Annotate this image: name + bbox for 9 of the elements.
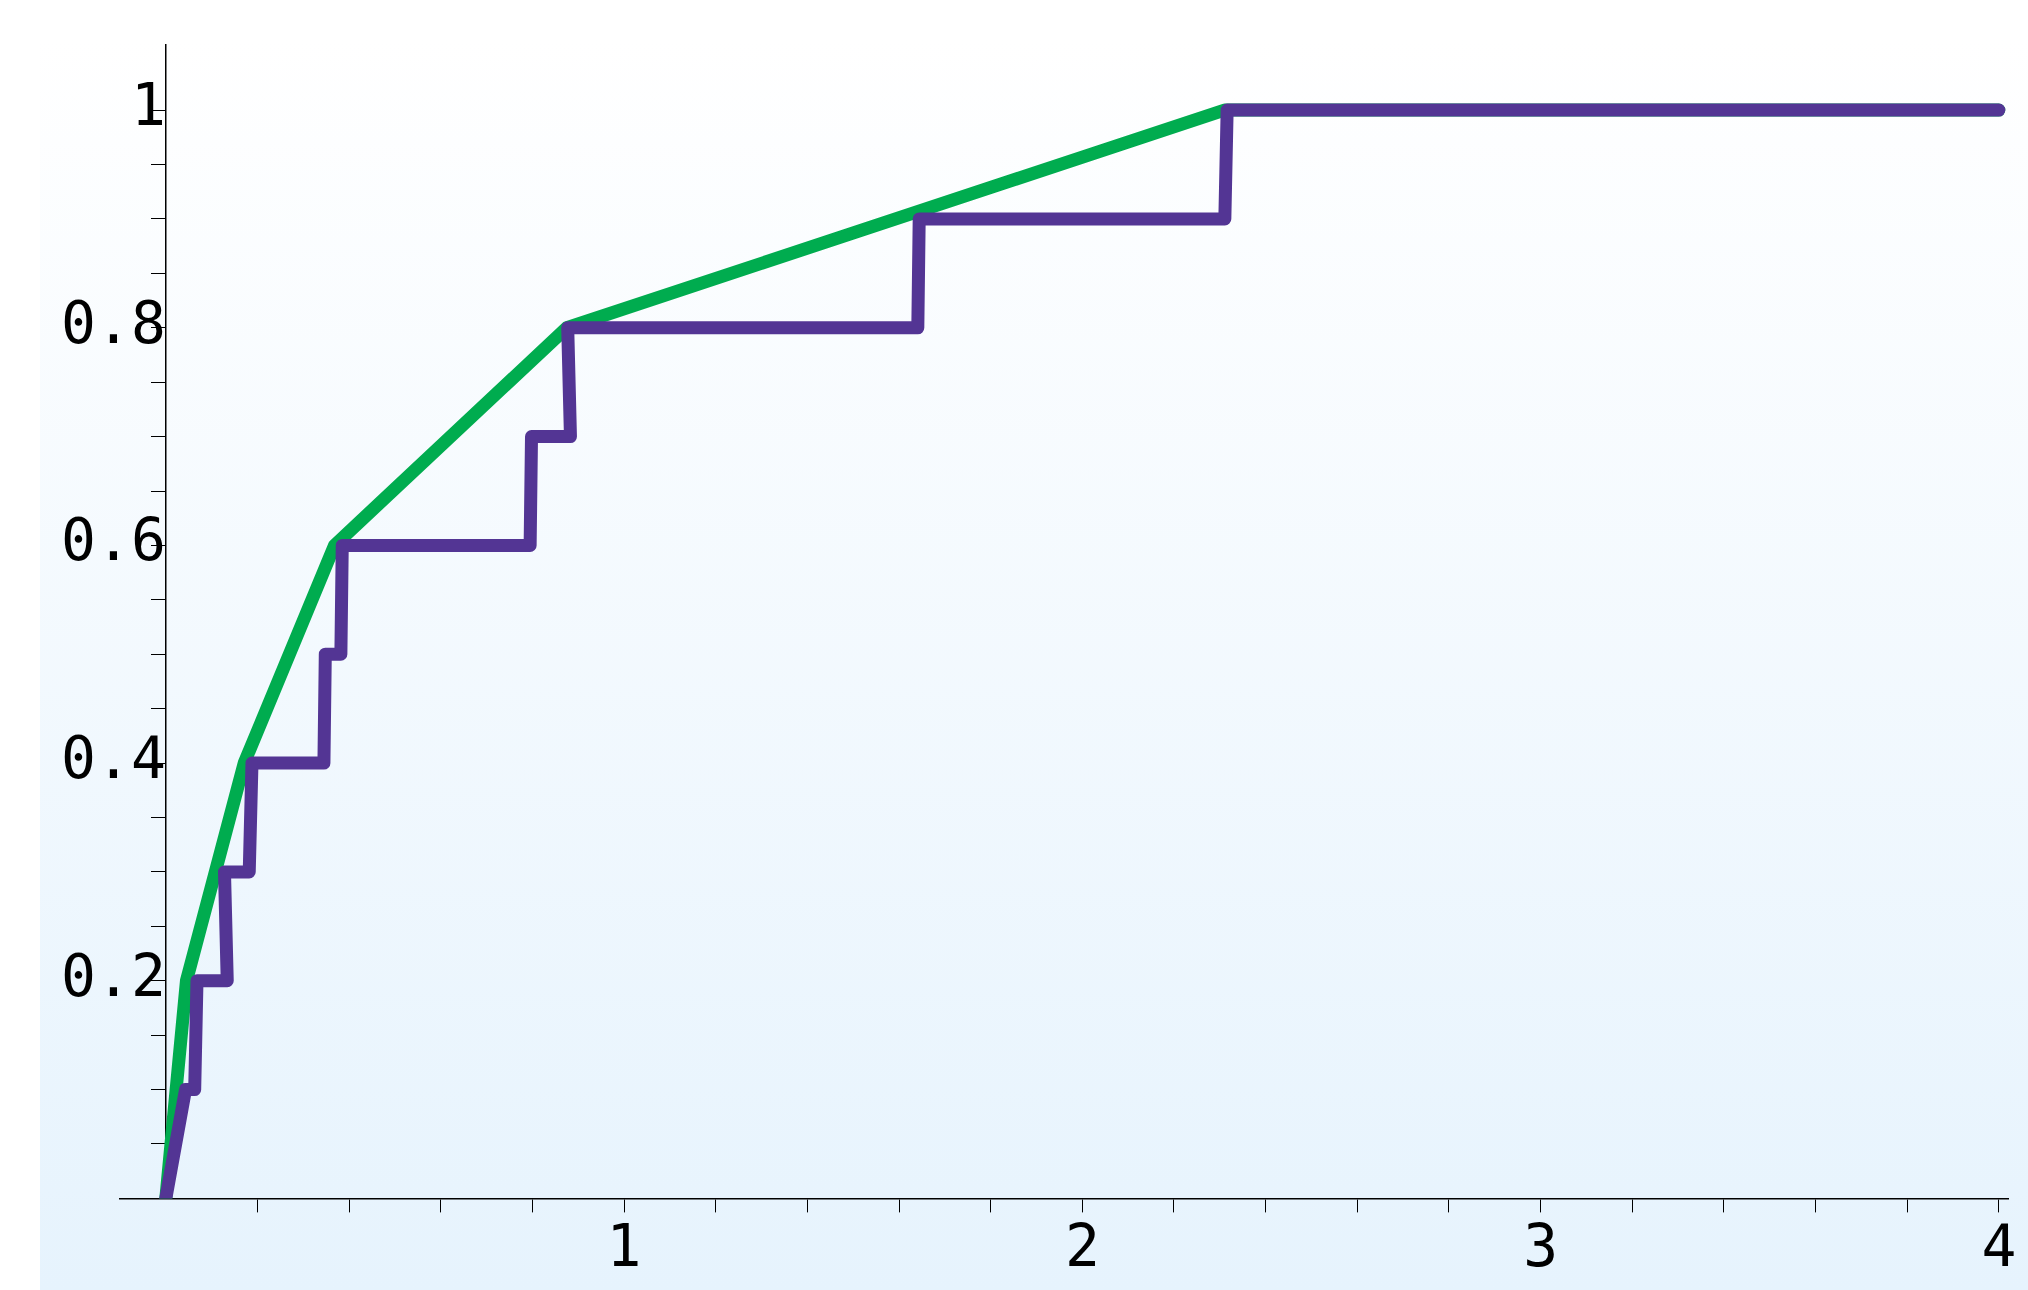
x-tick-label: 2 bbox=[1064, 1212, 1100, 1281]
x-tick-label: 3 bbox=[1523, 1212, 1559, 1281]
y-tick-label: 0.6 bbox=[61, 506, 166, 575]
y-tick-label: 0.8 bbox=[61, 288, 166, 357]
x-tick-label: 4 bbox=[1981, 1212, 2017, 1281]
y-tick-label: 0.2 bbox=[61, 941, 166, 1010]
y-tick-label: 0.4 bbox=[61, 724, 166, 793]
y-tick-label: 1 bbox=[130, 71, 166, 140]
x-tick-label: 1 bbox=[606, 1212, 642, 1281]
